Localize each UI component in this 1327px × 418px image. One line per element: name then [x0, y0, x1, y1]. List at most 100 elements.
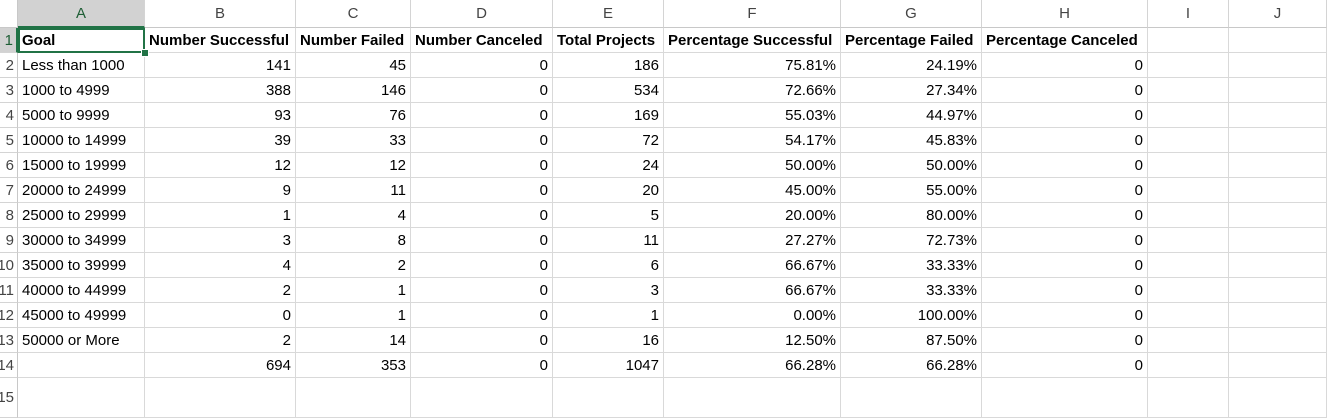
cell-b8[interactable]: 1	[145, 203, 296, 228]
cell-b14[interactable]: 694	[145, 353, 296, 378]
select-all-corner[interactable]	[0, 0, 18, 28]
cell-c2[interactable]: 45	[296, 53, 411, 78]
cell-c5[interactable]: 33	[296, 128, 411, 153]
row-header-4[interactable]: 4	[0, 103, 18, 128]
cell-g12[interactable]: 100.00%	[841, 303, 982, 328]
cell-f3[interactable]: 72.66%	[664, 78, 841, 103]
cell-a5[interactable]: 10000 to 14999	[18, 128, 145, 153]
cell-h6[interactable]: 0	[982, 153, 1148, 178]
cell-a14[interactable]	[18, 353, 145, 378]
row-header-5[interactable]: 5	[0, 128, 18, 153]
cell-a7[interactable]: 20000 to 24999	[18, 178, 145, 203]
cell-h10[interactable]: 0	[982, 253, 1148, 278]
cell-f11[interactable]: 66.67%	[664, 278, 841, 303]
cell-b13[interactable]: 2	[145, 328, 296, 353]
header-cell-h[interactable]: Percentage Canceled	[982, 28, 1148, 53]
cell-j13[interactable]	[1229, 328, 1327, 353]
header-cell-g[interactable]: Percentage Failed	[841, 28, 982, 53]
cell-i4[interactable]	[1148, 103, 1229, 128]
cell-a9[interactable]: 30000 to 34999	[18, 228, 145, 253]
cell-i2[interactable]	[1148, 53, 1229, 78]
cell-c15[interactable]	[296, 378, 411, 418]
cell-i8[interactable]	[1148, 203, 1229, 228]
cell-e4[interactable]: 169	[553, 103, 664, 128]
cell-i12[interactable]	[1148, 303, 1229, 328]
cell-g10[interactable]: 33.33%	[841, 253, 982, 278]
cell-a6[interactable]: 15000 to 19999	[18, 153, 145, 178]
cell-i11[interactable]	[1148, 278, 1229, 303]
cell-g8[interactable]: 80.00%	[841, 203, 982, 228]
cell-h2[interactable]: 0	[982, 53, 1148, 78]
cell-a3[interactable]: 1000 to 4999	[18, 78, 145, 103]
row-header-6[interactable]: 6	[0, 153, 18, 178]
cell-b5[interactable]: 39	[145, 128, 296, 153]
column-header-e[interactable]: E	[553, 0, 664, 28]
header-cell-f[interactable]: Percentage Successful	[664, 28, 841, 53]
cell-e11[interactable]: 3	[553, 278, 664, 303]
column-header-h[interactable]: H	[982, 0, 1148, 28]
column-header-f[interactable]: F	[664, 0, 841, 28]
cell-g4[interactable]: 44.97%	[841, 103, 982, 128]
cell-f13[interactable]: 12.50%	[664, 328, 841, 353]
cell-j15[interactable]	[1229, 378, 1327, 418]
cell-d11[interactable]: 0	[411, 278, 553, 303]
cell-e12[interactable]: 1	[553, 303, 664, 328]
cell-i14[interactable]	[1148, 353, 1229, 378]
row-header-8[interactable]: 8	[0, 203, 18, 228]
cell-j5[interactable]	[1229, 128, 1327, 153]
cell-j1[interactable]	[1229, 28, 1327, 53]
cell-f4[interactable]: 55.03%	[664, 103, 841, 128]
cell-e10[interactable]: 6	[553, 253, 664, 278]
cell-d13[interactable]: 0	[411, 328, 553, 353]
cell-g13[interactable]: 87.50%	[841, 328, 982, 353]
cell-b2[interactable]: 141	[145, 53, 296, 78]
cell-f7[interactable]: 45.00%	[664, 178, 841, 203]
cell-b3[interactable]: 388	[145, 78, 296, 103]
cell-e8[interactable]: 5	[553, 203, 664, 228]
column-header-i[interactable]: I	[1148, 0, 1229, 28]
row-header-14[interactable]: 14	[0, 353, 18, 378]
column-header-j[interactable]: J	[1229, 0, 1327, 28]
row-header-9[interactable]: 9	[0, 228, 18, 253]
row-header-3[interactable]: 3	[0, 78, 18, 103]
row-header-13[interactable]: 13	[0, 328, 18, 353]
column-header-a[interactable]: A	[18, 0, 145, 28]
cell-i13[interactable]	[1148, 328, 1229, 353]
row-header-10[interactable]: 10	[0, 253, 18, 278]
cell-j6[interactable]	[1229, 153, 1327, 178]
cell-b6[interactable]: 12	[145, 153, 296, 178]
cell-i3[interactable]	[1148, 78, 1229, 103]
cell-h7[interactable]: 0	[982, 178, 1148, 203]
cell-e7[interactable]: 20	[553, 178, 664, 203]
cell-g14[interactable]: 66.28%	[841, 353, 982, 378]
fill-handle[interactable]	[141, 49, 149, 57]
cell-i9[interactable]	[1148, 228, 1229, 253]
cell-f6[interactable]: 50.00%	[664, 153, 841, 178]
cell-a2[interactable]: Less than 1000	[18, 53, 145, 78]
cell-j8[interactable]	[1229, 203, 1327, 228]
cell-d12[interactable]: 0	[411, 303, 553, 328]
cell-e14[interactable]: 1047	[553, 353, 664, 378]
cell-i5[interactable]	[1148, 128, 1229, 153]
cell-e15[interactable]	[553, 378, 664, 418]
cell-b11[interactable]: 2	[145, 278, 296, 303]
cell-f2[interactable]: 75.81%	[664, 53, 841, 78]
cell-g5[interactable]: 45.83%	[841, 128, 982, 153]
header-cell-a[interactable]: Goal	[18, 28, 145, 53]
cell-f10[interactable]: 66.67%	[664, 253, 841, 278]
cell-i7[interactable]	[1148, 178, 1229, 203]
cell-f8[interactable]: 20.00%	[664, 203, 841, 228]
cell-c8[interactable]: 4	[296, 203, 411, 228]
cell-h9[interactable]: 0	[982, 228, 1148, 253]
cell-j3[interactable]	[1229, 78, 1327, 103]
cell-d2[interactable]: 0	[411, 53, 553, 78]
column-header-g[interactable]: G	[841, 0, 982, 28]
cell-e5[interactable]: 72	[553, 128, 664, 153]
cell-e3[interactable]: 534	[553, 78, 664, 103]
cell-h12[interactable]: 0	[982, 303, 1148, 328]
cell-c4[interactable]: 76	[296, 103, 411, 128]
cell-j4[interactable]	[1229, 103, 1327, 128]
column-header-c[interactable]: C	[296, 0, 411, 28]
header-cell-d[interactable]: Number Canceled	[411, 28, 553, 53]
cell-e2[interactable]: 186	[553, 53, 664, 78]
